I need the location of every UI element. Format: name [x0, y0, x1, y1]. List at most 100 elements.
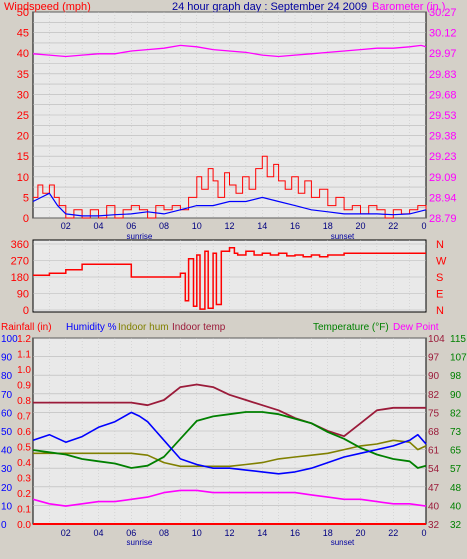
barometer-tick-label: 30.12 [429, 28, 457, 40]
barometer-axis-title: Barometer (in.) [372, 1, 445, 13]
temp-x-tick-labels: 02 04 06 08 10 12 14 16 18 20 22 0 [61, 528, 427, 538]
indoor-temp-tick-label: 61 [428, 446, 440, 457]
legend-indoor-hum: Indoor hum [118, 322, 169, 333]
rainfall-tick-label: 0.4 [17, 458, 31, 469]
wind-tick-label: 45 [17, 28, 29, 40]
barometer-line [32, 44, 427, 58]
direction-gridlines [33, 240, 426, 312]
legend-rainfall: Rainfall (in) [1, 322, 52, 333]
wind-tick-label: 10 [17, 172, 29, 184]
compass-tick-label: S [436, 272, 443, 284]
legend-dew-point: Dew Point [393, 322, 439, 333]
temp-tick-labels: 0.0 0.1 0.2 0.3 0.4 0.5 0.6 0.7 0.8 0.9 1.0 1.1 1.2 0… [1, 334, 467, 531]
wind-tick-labels: 0 5 10 15 20 25 30 35 40 45 50 [17, 7, 29, 225]
temperature-tick-label: 107 [450, 353, 467, 364]
temperature-tick-label: 40 [450, 501, 462, 512]
wind-tick-label: 40 [17, 48, 29, 60]
barometer-tick-label: 28.94 [429, 192, 457, 204]
legend-indoor-temp: Indoor temp [172, 322, 226, 333]
x-tick-label: 16 [290, 221, 300, 231]
humidity-tick-label: 100 [1, 334, 18, 345]
x-tick-label: 16 [290, 528, 300, 538]
x-tick-label: 04 [93, 528, 103, 538]
rainfall-tick-label: 0.5 [17, 443, 31, 454]
temperature-tick-label: 115 [450, 334, 466, 345]
degree-tick-label: 90 [17, 289, 29, 301]
degree-tick-label: 360 [11, 239, 29, 251]
rainfall-tick-label: 0.9 [17, 381, 31, 392]
x-tick-label: 06 [126, 528, 136, 538]
barometer-tick-label: 29.53 [429, 110, 457, 122]
temperature-tick-label: 57 [450, 464, 462, 475]
x-tick-label: 08 [159, 221, 169, 231]
wind-tick-label: 15 [17, 151, 29, 163]
indoor-temp-tick-label: 75 [428, 408, 440, 419]
x-tick-label: 20 [355, 221, 365, 231]
wind-x-tick-labels: 02 04 06 08 10 12 14 16 18 20 22 0 [61, 221, 427, 231]
wind-tick-label: 5 [23, 192, 29, 204]
humidity-tick-label: 40 [1, 446, 13, 457]
wind-gridlines [33, 11, 426, 219]
sunrise-label: sunrise [127, 232, 153, 241]
indoor-temp-tick-label: 54 [428, 464, 440, 475]
temperature-tick-label: 73 [450, 427, 462, 438]
temperature-line [32, 411, 427, 469]
indoor-humidity-line [33, 439, 427, 468]
rainfall-tick-label: 1.0 [17, 365, 31, 376]
temp-humidity-panel: Rainfall (in) Humidity % Indoor hum Indo… [1, 322, 467, 547]
x-tick-label: 10 [192, 528, 202, 538]
sunset-label-bottom: sunset [331, 538, 355, 547]
chart-title: 24 hour graph day : September 24 2009 [172, 1, 367, 13]
temperature-tick-label: 65 [450, 446, 462, 457]
compass-tick-label: N [436, 239, 444, 251]
x-tick-label: 0 [421, 528, 426, 538]
temperature-tick-label: 32 [450, 520, 462, 531]
barometer-tick-label: 29.97 [429, 48, 457, 60]
humidity-tick-label: 20 [1, 483, 13, 494]
temp-series [32, 383, 427, 525]
rainfall-tick-label: 0.6 [17, 427, 31, 438]
humidity-tick-label: 30 [1, 464, 13, 475]
x-tick-label: 20 [355, 528, 365, 538]
x-tick-label: 22 [388, 528, 398, 538]
compass-tick-label: W [436, 256, 447, 268]
humidity-tick-label: 50 [1, 427, 13, 438]
barometer-tick-label: 28.79 [429, 213, 457, 225]
x-tick-label: 18 [323, 221, 333, 231]
x-tick-label: 14 [257, 528, 267, 538]
barometer-tick-label: 29.83 [429, 69, 457, 81]
wind-barometer-panel: Windspeed (mph) 24 hour graph day : Sept… [4, 1, 457, 241]
rainfall-tick-label: 0.8 [17, 396, 31, 407]
sunrise-label-bottom: sunrise [127, 538, 153, 547]
x-tick-label: 10 [192, 221, 202, 231]
x-tick-label: 18 [323, 528, 333, 538]
wind-gust-line [33, 155, 427, 219]
x-tick-label: 02 [61, 528, 71, 538]
sunset-label: sunset [331, 232, 355, 241]
temperature-tick-label: 82 [450, 408, 462, 419]
legend-humidity: Humidity % [66, 322, 117, 333]
humidity-tick-label: 60 [1, 408, 13, 419]
wind-axis-title: Windspeed (mph) [4, 1, 91, 13]
wind-tick-label: 50 [17, 7, 29, 19]
wind-tick-label: 20 [17, 131, 29, 143]
x-tick-label: 08 [159, 528, 169, 538]
humidity-tick-label: 70 [1, 390, 13, 401]
humidity-tick-label: 80 [1, 371, 13, 382]
humidity-tick-label: 10 [1, 501, 13, 512]
wind-tick-label: 35 [17, 69, 29, 81]
humidity-tick-label: 90 [1, 353, 13, 364]
indoor-temperature-line [33, 383, 426, 438]
rainfall-tick-label: 0.7 [17, 412, 31, 423]
x-tick-label: 12 [224, 221, 234, 231]
indoor-temp-tick-label: 104 [428, 334, 445, 345]
rainfall-tick-label: 0.1 [17, 505, 31, 516]
wind-tick-label: 30 [17, 89, 29, 101]
barometer-tick-labels: 28.79 28.94 29.09 29.23 29.38 29.53 29.68 29.83… [429, 7, 457, 225]
x-tick-label: 22 [388, 221, 398, 231]
barometer-tick-label: 29.68 [429, 89, 457, 101]
x-tick-label: 06 [126, 221, 136, 231]
indoor-temp-tick-label: 32 [428, 520, 440, 531]
indoor-temp-tick-label: 97 [428, 353, 440, 364]
